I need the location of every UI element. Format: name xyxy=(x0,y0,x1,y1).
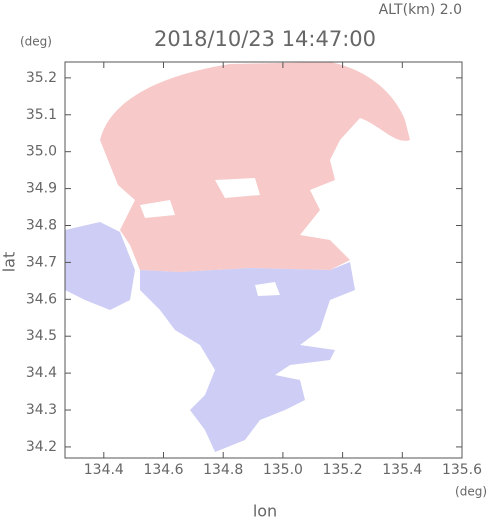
y-tick-label: 34.5 xyxy=(26,328,57,344)
y-tick-label: 35.1 xyxy=(26,107,57,123)
approaching-echo xyxy=(140,262,355,452)
x-tick-label: 135.4 xyxy=(382,462,422,478)
y-axis-label: lat xyxy=(0,252,19,273)
y-unit: (deg) xyxy=(20,35,52,49)
x-tick-label: 134.4 xyxy=(84,462,124,478)
annotation: ALT(km) 2.0 xyxy=(379,2,462,18)
chart-title: 2018/10/23 14:47:00 xyxy=(154,27,376,51)
y-tick-label: 35.2 xyxy=(26,70,57,86)
y-tick-label: 34.3 xyxy=(26,402,57,418)
receding-echo xyxy=(100,62,410,272)
y-tick-label: 35.0 xyxy=(26,144,57,160)
y-tick-label: 34.9 xyxy=(26,181,57,197)
x-unit: (deg) xyxy=(455,485,487,499)
y-tick-label: 34.7 xyxy=(26,254,57,270)
x-tick-label: 134.6 xyxy=(143,462,183,478)
echo-gap xyxy=(140,178,280,296)
x-tick-label: 135.6 xyxy=(442,462,482,478)
x-tick-label: 134.8 xyxy=(203,462,243,478)
x-axis-label: lon xyxy=(253,502,277,521)
x-tick-label: 135.0 xyxy=(263,462,303,478)
x-tick-label: 135.2 xyxy=(323,462,363,478)
approaching-echo xyxy=(65,222,135,310)
y-tick-label: 34.4 xyxy=(26,365,57,381)
echo-field xyxy=(65,62,410,452)
y-tick-label: 34.6 xyxy=(26,291,57,307)
y-tick-label: 34.2 xyxy=(26,439,57,455)
plot-frame xyxy=(64,61,463,459)
y-tick-label: 34.8 xyxy=(26,217,57,233)
